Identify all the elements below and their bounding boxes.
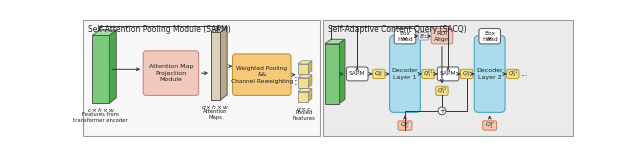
Text: SAPM: SAPM — [349, 71, 365, 76]
Text: Attention Map
Projection
Module: Attention Map Projection Module — [148, 64, 193, 82]
Text: ROI
Align: ROI Align — [434, 31, 450, 42]
Polygon shape — [298, 61, 312, 64]
FancyBboxPatch shape — [418, 32, 429, 40]
FancyBboxPatch shape — [460, 69, 473, 79]
Polygon shape — [298, 89, 312, 92]
FancyBboxPatch shape — [436, 86, 448, 95]
Text: Box
Head: Box Head — [482, 31, 497, 42]
Polygon shape — [325, 39, 345, 44]
Text: Decoder
Layer 2: Decoder Layer 2 — [476, 68, 503, 80]
Polygon shape — [308, 61, 312, 74]
FancyBboxPatch shape — [507, 69, 519, 79]
FancyBboxPatch shape — [483, 121, 497, 130]
Text: Box
Head: Box Head — [397, 31, 413, 42]
FancyBboxPatch shape — [394, 28, 416, 44]
Text: $Q_0^p$: $Q_0^p$ — [400, 120, 410, 131]
Bar — [92, 35, 109, 103]
Bar — [83, 20, 320, 136]
Text: Self-Attention Pooling Module (SAPM): Self-Attention Pooling Module (SAPM) — [88, 25, 230, 34]
FancyBboxPatch shape — [372, 69, 385, 79]
Polygon shape — [211, 27, 227, 32]
FancyBboxPatch shape — [398, 121, 412, 130]
FancyBboxPatch shape — [143, 51, 198, 95]
Text: ⋮: ⋮ — [291, 76, 301, 86]
Polygon shape — [308, 75, 312, 88]
Text: Weighted Pooling
&&
Channel Reweighting: Weighted Pooling && Channel Reweighting — [230, 66, 293, 84]
Bar — [298, 78, 308, 88]
Polygon shape — [298, 75, 312, 78]
Text: $c\times h\times w$: $c\times h\times w$ — [87, 106, 115, 114]
Polygon shape — [339, 39, 345, 104]
FancyBboxPatch shape — [474, 35, 505, 112]
FancyBboxPatch shape — [232, 54, 291, 95]
Polygon shape — [308, 89, 312, 102]
Bar — [323, 20, 573, 136]
Text: Attention
Maps: Attention Maps — [204, 109, 228, 120]
Text: $Q_1^{f2}$: $Q_1^{f2}$ — [437, 85, 447, 96]
Text: Features from
transformer encoder: Features from transformer encoder — [74, 112, 128, 123]
FancyBboxPatch shape — [390, 35, 420, 112]
Bar — [298, 92, 308, 102]
Text: $q\times c$: $q\times c$ — [296, 105, 312, 114]
Polygon shape — [92, 30, 116, 35]
Text: Decoder
Layer 1: Decoder Layer 1 — [392, 68, 419, 80]
Text: ...: ... — [520, 69, 527, 78]
Text: $Q_1^{f1}$: $Q_1^{f1}$ — [423, 69, 433, 79]
Polygon shape — [220, 27, 227, 100]
Bar — [298, 64, 308, 74]
Text: SAPM: SAPM — [440, 71, 456, 76]
Circle shape — [438, 107, 446, 115]
Text: $B_1$: $B_1$ — [419, 32, 428, 41]
Text: $q\times h\times w$: $q\times h\times w$ — [201, 103, 230, 112]
Text: $Q_1^c$: $Q_1^c$ — [462, 69, 471, 79]
Bar — [211, 32, 220, 100]
FancyBboxPatch shape — [431, 28, 452, 44]
FancyBboxPatch shape — [346, 67, 368, 81]
Text: $Q_0^c$: $Q_0^c$ — [374, 69, 383, 79]
FancyBboxPatch shape — [437, 67, 459, 81]
Polygon shape — [109, 30, 116, 103]
Text: +: + — [439, 108, 445, 114]
Bar — [325, 44, 339, 104]
FancyBboxPatch shape — [422, 69, 435, 79]
Text: $Q_1^p$: $Q_1^p$ — [485, 120, 495, 131]
Text: Pooled
Features: Pooled Features — [292, 110, 316, 121]
Text: Self-Adaptive Content Query (SACQ): Self-Adaptive Content Query (SACQ) — [328, 25, 467, 34]
FancyBboxPatch shape — [479, 28, 500, 44]
Text: $Q_2^{f1}$: $Q_2^{f1}$ — [508, 69, 518, 79]
